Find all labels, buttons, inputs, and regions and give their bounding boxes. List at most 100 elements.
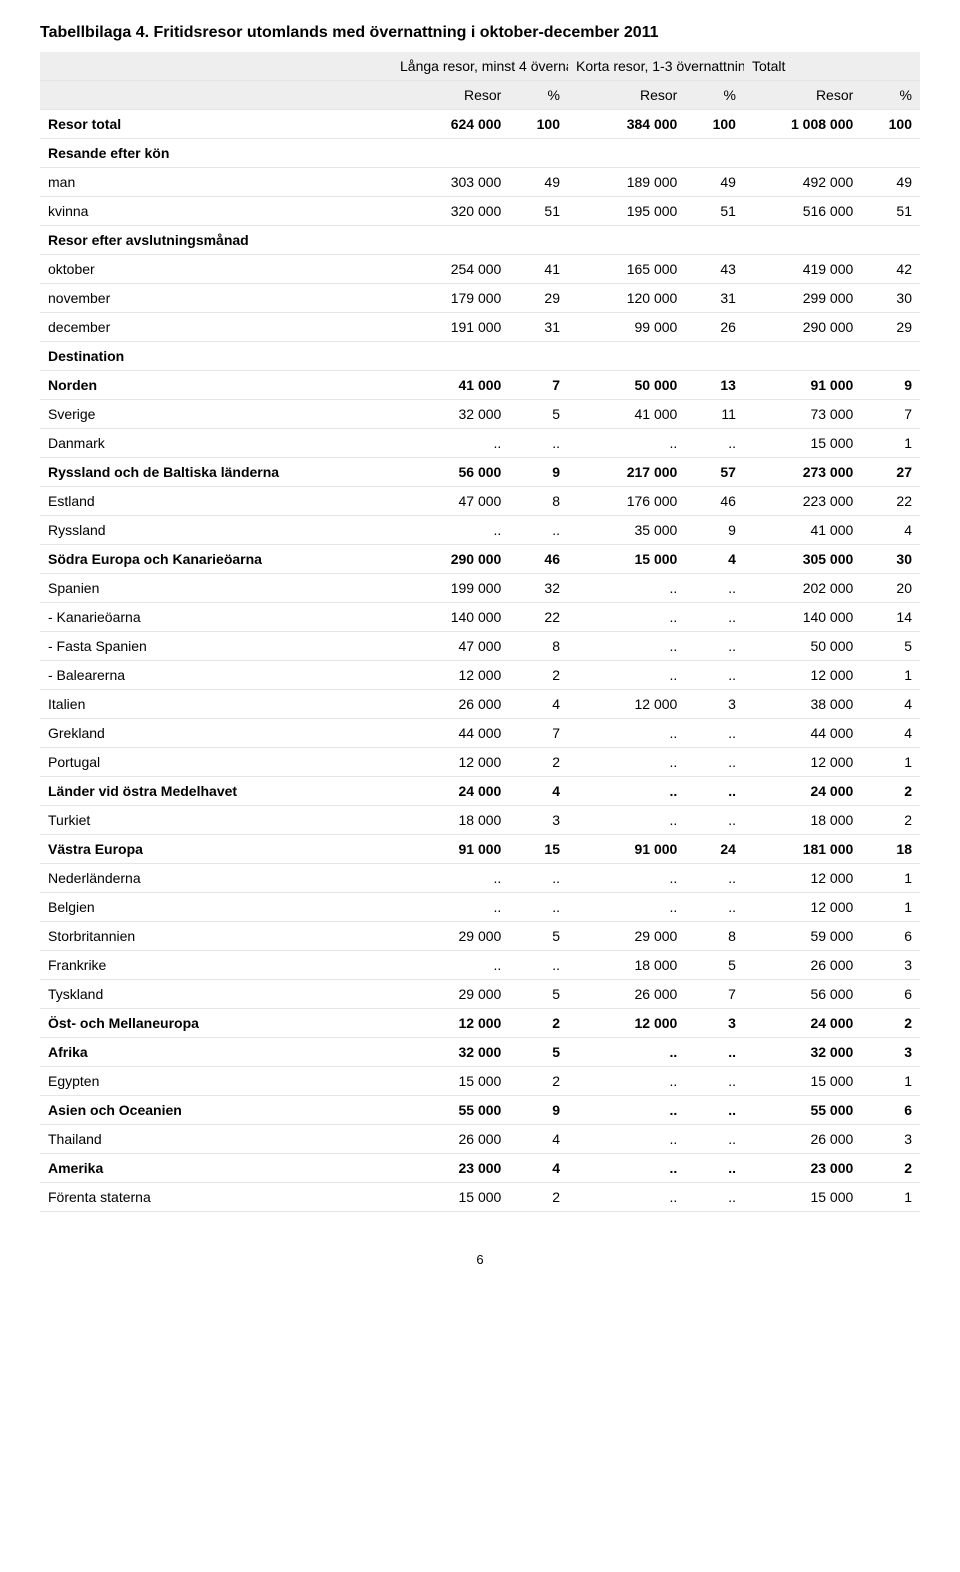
row-cell: 179 000 xyxy=(392,284,509,313)
table-row: Förenta staterna15 0002....15 0001 xyxy=(40,1183,920,1212)
row-cell: 41 000 xyxy=(744,516,861,545)
row-cell: 181 000 xyxy=(744,835,861,864)
row-label: Västra Europa xyxy=(40,835,392,864)
row-cell: 18 000 xyxy=(744,806,861,835)
row-cell: 1 xyxy=(861,1183,920,1212)
row-cell xyxy=(509,139,568,168)
row-label: Belgien xyxy=(40,893,392,922)
row-cell: .. xyxy=(685,719,744,748)
row-cell: 47 000 xyxy=(392,487,509,516)
row-label: Danmark xyxy=(40,429,392,458)
row-cell: 4 xyxy=(861,690,920,719)
row-cell: 5 xyxy=(509,922,568,951)
table-row: man303 00049189 00049492 00049 xyxy=(40,168,920,197)
row-cell: .. xyxy=(685,1038,744,1067)
row-cell: .. xyxy=(568,632,685,661)
row-cell: 35 000 xyxy=(568,516,685,545)
row-cell xyxy=(392,139,509,168)
row-cell: 15 000 xyxy=(744,1067,861,1096)
row-cell: .. xyxy=(509,951,568,980)
row-cell: .. xyxy=(509,864,568,893)
row-cell: 43 xyxy=(685,255,744,284)
row-cell xyxy=(744,226,861,255)
table-row: Spanien199 00032....202 00020 xyxy=(40,574,920,603)
row-cell: 9 xyxy=(861,371,920,400)
row-cell: 99 000 xyxy=(568,313,685,342)
row-label: Ryssland xyxy=(40,516,392,545)
row-cell: 11 xyxy=(685,400,744,429)
row-cell: .. xyxy=(568,748,685,777)
row-cell: 12 000 xyxy=(392,748,509,777)
row-cell: 100 xyxy=(509,110,568,139)
row-cell: 223 000 xyxy=(744,487,861,516)
row-cell: 3 xyxy=(685,690,744,719)
row-label: Portugal xyxy=(40,748,392,777)
row-cell: .. xyxy=(509,516,568,545)
row-cell: 6 xyxy=(861,922,920,951)
header-group-total: Totalt xyxy=(744,52,920,81)
row-cell: 7 xyxy=(685,980,744,1009)
row-cell: 42 xyxy=(861,255,920,284)
row-cell: 41 000 xyxy=(392,371,509,400)
table-row: Estland47 0008176 00046223 00022 xyxy=(40,487,920,516)
row-cell: 32 xyxy=(509,574,568,603)
row-cell: 51 xyxy=(509,197,568,226)
row-cell: .. xyxy=(685,1154,744,1183)
row-cell: 1 xyxy=(861,748,920,777)
row-cell: 49 xyxy=(509,168,568,197)
row-cell xyxy=(509,342,568,371)
table-row: Storbritannien29 000529 000859 0006 xyxy=(40,922,920,951)
row-cell: 4 xyxy=(509,777,568,806)
row-cell: 44 000 xyxy=(392,719,509,748)
row-cell: 8 xyxy=(509,487,568,516)
row-cell: 100 xyxy=(685,110,744,139)
row-cell: 91 000 xyxy=(568,835,685,864)
row-cell: 419 000 xyxy=(744,255,861,284)
row-label: Estland xyxy=(40,487,392,516)
row-cell: 51 xyxy=(685,197,744,226)
row-cell: 7 xyxy=(509,719,568,748)
row-cell xyxy=(861,139,920,168)
header-sub-4: Resor xyxy=(744,81,861,110)
row-cell: 47 000 xyxy=(392,632,509,661)
row-cell: 9 xyxy=(509,458,568,487)
table-row: - Kanarieöarna140 00022....140 00014 xyxy=(40,603,920,632)
row-cell: 303 000 xyxy=(392,168,509,197)
table-row: Ryssland och de Baltiska länderna56 0009… xyxy=(40,458,920,487)
row-cell: 20 xyxy=(861,574,920,603)
row-cell: 12 000 xyxy=(568,690,685,719)
row-cell: 59 000 xyxy=(744,922,861,951)
row-cell: 9 xyxy=(509,1096,568,1125)
table-row: Resor efter avslutningsmånad xyxy=(40,226,920,255)
row-cell xyxy=(509,226,568,255)
row-cell: 5 xyxy=(509,980,568,1009)
row-cell xyxy=(861,342,920,371)
row-cell: .. xyxy=(685,1096,744,1125)
row-cell: 24 000 xyxy=(744,1009,861,1038)
row-cell: .. xyxy=(568,1096,685,1125)
table-row: december191 0003199 00026290 00029 xyxy=(40,313,920,342)
row-cell: 120 000 xyxy=(568,284,685,313)
row-label: november xyxy=(40,284,392,313)
table-row: Thailand26 0004....26 0003 xyxy=(40,1125,920,1154)
row-cell: 22 xyxy=(509,603,568,632)
row-cell: 29 xyxy=(861,313,920,342)
row-cell: 26 000 xyxy=(392,1125,509,1154)
row-label: Storbritannien xyxy=(40,922,392,951)
row-cell: 2 xyxy=(509,1009,568,1038)
row-label: december xyxy=(40,313,392,342)
row-cell: .. xyxy=(568,1183,685,1212)
row-cell: 91 000 xyxy=(392,835,509,864)
row-cell: 6 xyxy=(861,1096,920,1125)
table-row: Norden41 000750 0001391 0009 xyxy=(40,371,920,400)
row-cell: .. xyxy=(568,806,685,835)
row-cell: 73 000 xyxy=(744,400,861,429)
row-cell: 31 xyxy=(685,284,744,313)
row-cell: 2 xyxy=(861,806,920,835)
row-cell: 18 000 xyxy=(392,806,509,835)
header-sub-blank xyxy=(40,81,392,110)
row-label: Tyskland xyxy=(40,980,392,1009)
row-cell: 49 xyxy=(685,168,744,197)
row-cell: 29 000 xyxy=(568,922,685,951)
table-row: Sverige32 000541 0001173 0007 xyxy=(40,400,920,429)
